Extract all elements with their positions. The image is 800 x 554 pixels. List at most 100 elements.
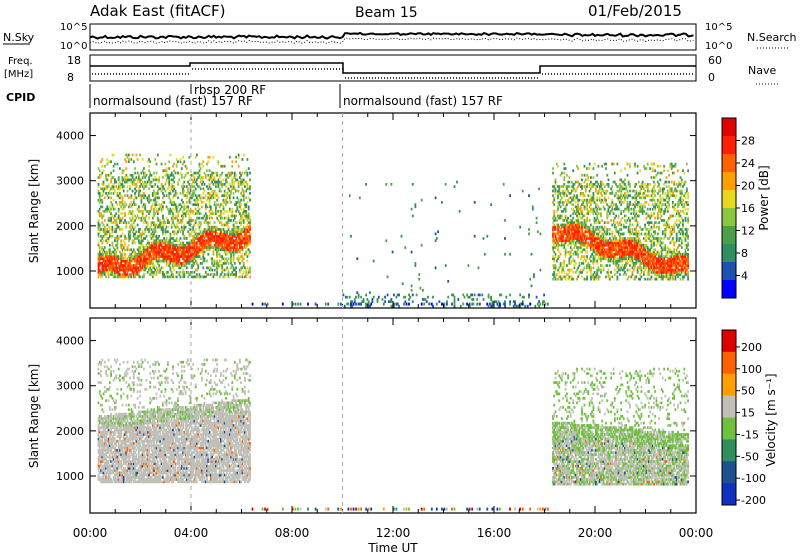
power-cell xyxy=(640,196,643,200)
power-cell xyxy=(620,246,623,249)
power-cell xyxy=(607,239,610,243)
power-cell xyxy=(196,203,198,206)
power-cell xyxy=(183,246,186,249)
power-cell xyxy=(670,162,673,166)
power-cell xyxy=(611,205,614,209)
power-cell xyxy=(129,178,131,182)
power-cell xyxy=(231,207,234,211)
power-cell xyxy=(187,207,189,211)
power-cell xyxy=(124,271,126,274)
power-cell xyxy=(174,243,177,247)
power-cell xyxy=(629,257,631,261)
power-cell xyxy=(98,207,101,211)
power-cell xyxy=(644,252,646,256)
power-cell xyxy=(235,241,237,245)
power-cell xyxy=(560,210,563,213)
power-cell xyxy=(649,262,652,265)
power-cell xyxy=(601,257,604,261)
power-cell xyxy=(169,212,172,215)
power-cell xyxy=(136,171,139,175)
power-cell xyxy=(227,201,230,204)
power-cell xyxy=(636,257,639,261)
power-cell xyxy=(193,275,196,279)
power-cell xyxy=(216,180,218,184)
power-cell xyxy=(567,250,569,254)
power-cell xyxy=(141,264,144,267)
power-cell xyxy=(160,189,163,193)
power-cell xyxy=(105,239,107,243)
power-cell xyxy=(191,173,193,177)
power-cell xyxy=(644,277,646,281)
power-cell xyxy=(122,207,125,211)
power-cell xyxy=(649,259,652,263)
power-cell xyxy=(608,255,611,258)
power-cell xyxy=(611,230,614,234)
power-cell xyxy=(590,243,592,247)
power-cell xyxy=(100,160,102,164)
power-cell xyxy=(124,212,126,215)
power-cell xyxy=(150,205,153,209)
power-cell xyxy=(196,255,198,258)
power-cell xyxy=(208,221,211,224)
power-cell xyxy=(156,153,159,157)
power-cell xyxy=(235,230,237,234)
power-cell xyxy=(601,232,604,236)
power-cell xyxy=(112,268,115,272)
power-cell xyxy=(183,203,186,206)
power-cell xyxy=(124,255,126,258)
power-cell xyxy=(576,228,578,231)
power-cell xyxy=(165,246,168,249)
power-cell xyxy=(592,207,595,211)
power-cell xyxy=(236,232,239,236)
power-cell xyxy=(571,259,573,263)
power-cell xyxy=(114,275,116,279)
power-cell xyxy=(615,257,617,261)
power-cell xyxy=(126,194,129,197)
power-cell xyxy=(648,232,650,236)
power-cell xyxy=(170,183,173,186)
power-cell xyxy=(241,239,244,243)
power-cell xyxy=(108,266,111,270)
power-cell xyxy=(126,155,129,159)
power-cell xyxy=(615,259,617,263)
power-cell xyxy=(105,250,107,254)
power-cell xyxy=(202,234,205,238)
power-cell xyxy=(188,257,191,261)
power-cell xyxy=(226,201,229,204)
power-cell xyxy=(663,164,665,168)
power-cell xyxy=(650,194,653,197)
power-cell xyxy=(635,225,638,229)
power-cell xyxy=(616,189,619,193)
power-cell xyxy=(193,171,196,175)
power-cell xyxy=(126,275,129,279)
power-cell xyxy=(111,257,114,261)
power-cell xyxy=(132,198,135,202)
power-cell xyxy=(233,246,236,249)
power-cell xyxy=(590,198,592,202)
power-cell xyxy=(237,255,240,258)
power-cell xyxy=(672,257,674,261)
power-cell xyxy=(641,255,644,258)
power-cell xyxy=(160,255,163,258)
power-cell xyxy=(560,216,563,220)
power-cell xyxy=(134,268,136,272)
power-cell xyxy=(625,187,628,191)
power-cell xyxy=(661,275,664,279)
power-cell xyxy=(675,183,678,186)
power-cell xyxy=(634,214,636,218)
power-cell xyxy=(122,264,125,267)
power-cell xyxy=(212,155,215,159)
power-cell xyxy=(227,187,230,191)
power-cell xyxy=(586,167,588,170)
power-cell xyxy=(624,207,626,211)
power-cell xyxy=(677,257,679,261)
power-cell xyxy=(569,237,572,240)
power-cell xyxy=(169,257,172,261)
power-cell xyxy=(173,262,176,265)
power-cell xyxy=(582,243,585,247)
power-cell xyxy=(174,205,177,209)
power-cell xyxy=(151,246,154,249)
power-cell xyxy=(574,212,577,215)
cpid-segment-1: normalsound (fast) 157 RF xyxy=(93,94,253,108)
power-cell xyxy=(639,185,641,188)
